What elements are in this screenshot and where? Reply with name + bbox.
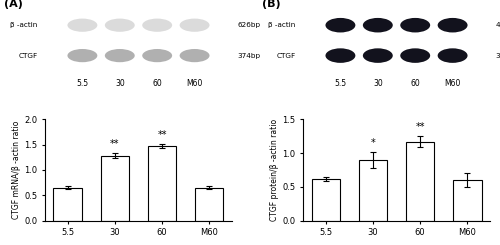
Text: 60: 60 — [152, 79, 162, 88]
Text: β -actin: β -actin — [10, 22, 38, 28]
Ellipse shape — [68, 19, 98, 32]
Ellipse shape — [326, 48, 356, 63]
Text: 626bp: 626bp — [238, 22, 260, 28]
Bar — [358, 160, 387, 220]
Text: (A): (A) — [4, 0, 22, 9]
Text: 43kd: 43kd — [496, 22, 500, 28]
Ellipse shape — [142, 49, 172, 62]
Text: (B): (B) — [262, 0, 280, 9]
Ellipse shape — [105, 19, 134, 32]
Text: 5.5: 5.5 — [76, 79, 88, 88]
Text: CTGF: CTGF — [18, 53, 38, 59]
Ellipse shape — [68, 49, 98, 62]
Text: 30: 30 — [373, 79, 382, 88]
Text: 60: 60 — [410, 79, 420, 88]
Text: 374bp: 374bp — [238, 53, 260, 59]
Text: **: ** — [416, 122, 425, 132]
Text: **: ** — [158, 130, 167, 140]
Ellipse shape — [438, 18, 468, 33]
Text: **: ** — [110, 139, 120, 149]
Bar — [195, 188, 224, 221]
Y-axis label: CTGF protein/β -actin ratio: CTGF protein/β -actin ratio — [270, 119, 280, 221]
Text: M60: M60 — [186, 79, 203, 88]
Ellipse shape — [363, 18, 393, 33]
Ellipse shape — [438, 48, 468, 63]
Ellipse shape — [142, 19, 172, 32]
Text: CTGF: CTGF — [276, 53, 295, 59]
Ellipse shape — [363, 48, 393, 63]
Text: *: * — [370, 138, 376, 148]
Text: β -actin: β -actin — [268, 22, 295, 28]
Bar — [100, 156, 129, 220]
Bar — [312, 179, 340, 220]
Bar — [406, 142, 434, 220]
Text: 5.5: 5.5 — [334, 79, 346, 88]
Ellipse shape — [400, 18, 430, 33]
Ellipse shape — [180, 49, 210, 62]
Text: 38kd: 38kd — [496, 53, 500, 59]
Y-axis label: CTGF mRNA/β -actin ratio: CTGF mRNA/β -actin ratio — [12, 121, 22, 219]
Text: M60: M60 — [444, 79, 461, 88]
Text: 30: 30 — [115, 79, 124, 88]
Bar — [148, 146, 176, 220]
Ellipse shape — [400, 48, 430, 63]
Bar — [453, 180, 482, 220]
Ellipse shape — [326, 18, 356, 33]
Ellipse shape — [180, 19, 210, 32]
Ellipse shape — [105, 49, 134, 62]
Bar — [54, 188, 82, 221]
